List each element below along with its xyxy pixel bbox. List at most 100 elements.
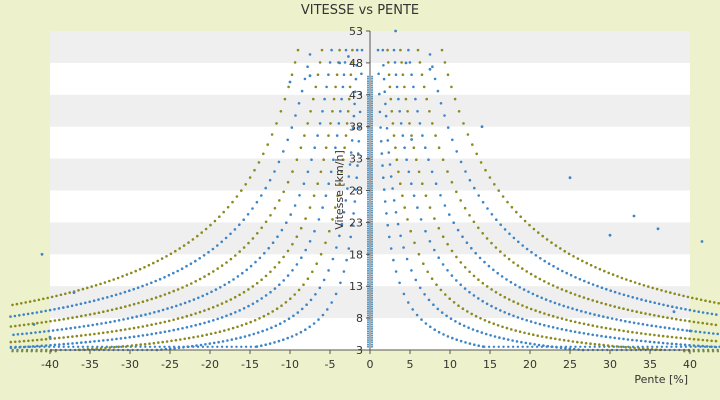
data-point <box>446 242 449 246</box>
data-point <box>531 292 535 296</box>
data-point <box>439 288 443 292</box>
data-point <box>355 64 358 67</box>
data-point <box>88 300 91 304</box>
data-point <box>389 97 393 101</box>
data-point <box>472 294 476 297</box>
data-point <box>176 269 179 273</box>
data-point <box>565 271 568 275</box>
data-point <box>371 267 373 270</box>
data-point <box>177 346 181 350</box>
data-point <box>278 322 282 326</box>
data-point <box>367 294 369 297</box>
data-point <box>574 345 577 348</box>
x-tick-labels: -40 -35 -30 -25 -20 -15 -10 -5 0 5 10 15 20 25 30 35 40 <box>41 350 697 371</box>
data-point <box>567 339 570 343</box>
data-point <box>324 146 328 149</box>
data-point <box>473 186 476 190</box>
data-point <box>203 309 206 312</box>
data-point <box>25 350 29 353</box>
data-point <box>436 89 440 93</box>
data-point <box>628 320 631 324</box>
data-point <box>488 176 492 179</box>
data-point <box>339 281 342 285</box>
data-point <box>371 229 373 232</box>
data-point <box>399 48 402 52</box>
data-point <box>628 346 632 349</box>
data-point <box>523 331 526 335</box>
data-point <box>429 325 432 329</box>
data-point <box>598 267 602 271</box>
data-point <box>556 286 559 289</box>
data-point <box>176 327 180 331</box>
data-point <box>38 345 41 348</box>
data-point <box>367 131 369 134</box>
data-point <box>391 187 394 190</box>
data-point <box>80 314 83 318</box>
data-point <box>58 343 61 346</box>
data-point <box>486 207 489 210</box>
data-point <box>485 285 489 288</box>
data-point <box>204 343 207 346</box>
data-point <box>251 285 255 288</box>
data-point <box>679 345 683 348</box>
data-point <box>371 256 373 259</box>
data-point <box>238 293 241 297</box>
data-point <box>236 275 240 278</box>
data-point <box>574 276 577 279</box>
data-point <box>119 328 123 332</box>
data-point <box>262 152 265 156</box>
data-point <box>371 178 373 181</box>
data-point <box>587 332 590 336</box>
data-point <box>407 170 411 174</box>
data-point <box>355 48 359 52</box>
data-point <box>591 333 594 337</box>
data-point <box>371 292 373 295</box>
data-point <box>211 247 215 251</box>
data-point <box>394 29 397 33</box>
data-point <box>463 266 467 269</box>
data-point <box>392 134 396 137</box>
data-point <box>40 310 43 314</box>
data-point <box>183 337 186 341</box>
data-point <box>416 48 420 52</box>
data-point <box>367 194 369 196</box>
data-point <box>349 151 353 154</box>
data-point <box>530 250 533 254</box>
data-point <box>47 329 50 333</box>
data-point <box>302 182 306 185</box>
data-point <box>522 288 526 291</box>
data-point <box>692 337 696 341</box>
data-point <box>581 259 584 263</box>
data-point <box>192 298 196 301</box>
data-point <box>71 316 74 320</box>
data-point <box>544 298 548 301</box>
data-point <box>499 223 503 226</box>
data-point <box>412 146 416 149</box>
data-point <box>434 134 437 137</box>
data-point <box>580 309 583 313</box>
data-point <box>371 118 373 120</box>
data-point <box>394 146 397 149</box>
data-point <box>295 235 299 238</box>
data-point <box>437 226 441 230</box>
data-point <box>110 308 114 312</box>
data-point <box>303 134 306 137</box>
data-point <box>49 319 52 323</box>
data-point <box>367 218 369 221</box>
data-point <box>635 310 638 314</box>
data-point <box>427 298 431 302</box>
data-point <box>653 333 656 337</box>
data-point <box>159 331 162 334</box>
data-point <box>436 307 440 311</box>
data-point <box>352 212 355 215</box>
data-point <box>169 252 173 256</box>
data-point <box>632 321 636 325</box>
data-point <box>117 345 120 349</box>
data-point <box>600 301 603 305</box>
data-point <box>16 350 19 353</box>
data-point <box>308 74 312 78</box>
data-point <box>371 261 373 263</box>
data-point <box>600 286 604 290</box>
data-point <box>371 86 373 89</box>
data-point <box>543 259 546 263</box>
